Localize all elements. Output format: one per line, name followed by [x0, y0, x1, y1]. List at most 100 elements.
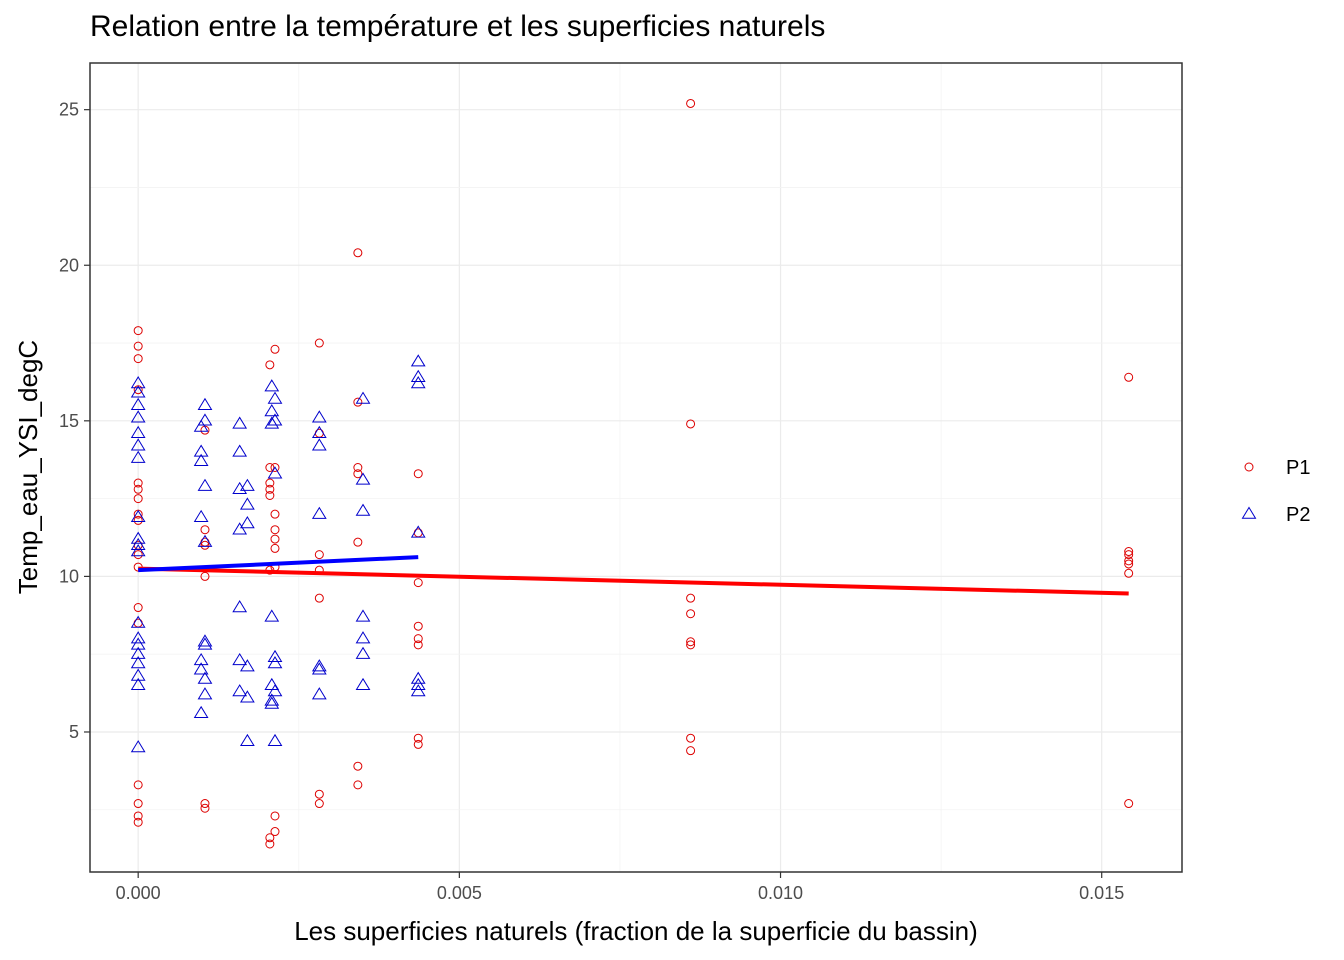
p2-point [410, 369, 426, 382]
legend-label-p2: P2 [1286, 504, 1310, 526]
p2-point [267, 413, 283, 426]
p2-point [355, 391, 371, 404]
p1-point [1124, 568, 1134, 578]
p2-point [232, 416, 248, 429]
p2-point [193, 509, 209, 523]
y-tick-label: 15 [59, 411, 79, 431]
p2-point [193, 419, 209, 432]
p1-point [265, 463, 275, 472]
p2-point [311, 659, 327, 672]
p1-point [270, 525, 280, 535]
p2-point [239, 733, 255, 747]
panel-background [90, 63, 1182, 872]
p1-point [1124, 556, 1134, 566]
p1-point [133, 354, 143, 364]
p1-point [133, 811, 143, 821]
p2-point [130, 615, 146, 628]
p1-point [133, 494, 143, 504]
y-axis-title: Temp_eau_YSI_degC [13, 340, 43, 594]
legend-label-p1: P1 [1286, 457, 1310, 479]
p1-point [353, 469, 363, 479]
p2-point [355, 677, 371, 691]
p2-point [239, 690, 255, 703]
p1-point [133, 515, 143, 525]
p2-point [193, 652, 209, 666]
p2-point [232, 652, 248, 666]
p1-point [265, 478, 275, 488]
p2-point [311, 662, 327, 675]
p1-point [353, 780, 363, 790]
x-tick-label: 0.015 [1079, 883, 1124, 903]
y-tick-label: 25 [59, 100, 79, 120]
p1-point [1124, 550, 1134, 560]
p2-point [267, 656, 283, 669]
p2-point [197, 637, 213, 650]
p2-point [311, 410, 327, 423]
p2-point [130, 677, 146, 691]
p2-point [130, 438, 146, 451]
axis-ticks: 0.000 0.005 0.010 0.015 5 10 15 20 25 [59, 100, 1124, 903]
p1-point [314, 338, 324, 348]
p1-point [686, 637, 696, 647]
p2-point [197, 397, 213, 410]
p1-point [686, 593, 696, 603]
p1-point [413, 621, 423, 631]
legend: P1 P2 [1241, 457, 1310, 526]
p2-point [264, 379, 280, 392]
y-tick-label: 10 [59, 566, 79, 586]
p2-point [197, 478, 213, 491]
p1-point [686, 640, 696, 650]
p2-point [410, 684, 426, 697]
p2-point [267, 649, 283, 663]
chart-title: Relation entre la température et les sup… [90, 10, 826, 43]
p2-point [232, 600, 248, 613]
p1-point [133, 550, 143, 560]
p2-point [239, 659, 255, 672]
p1-point [413, 640, 423, 650]
p2-legend-key [1241, 506, 1257, 519]
p2-point [264, 693, 280, 706]
panel-border [89, 62, 1183, 873]
p1-point [133, 341, 143, 351]
p2-point [267, 733, 283, 747]
p2-point [130, 450, 146, 463]
p1-point [133, 780, 143, 790]
p1-point [686, 746, 696, 756]
p1-point [270, 811, 280, 821]
p2-point [130, 646, 146, 659]
p2-point [193, 444, 209, 457]
p2-point [311, 425, 327, 438]
p2-point [355, 631, 371, 644]
p2-point [197, 687, 213, 700]
y-tick-label: 20 [59, 255, 79, 275]
p1-point [314, 593, 324, 603]
p2-point [267, 391, 283, 404]
p1-point [265, 360, 275, 370]
p1-point [270, 543, 280, 553]
p1-point [353, 761, 363, 771]
p1-point [353, 397, 363, 407]
p2-point [197, 534, 213, 547]
grid [90, 63, 1182, 872]
p1-point [270, 534, 280, 544]
p1-point [133, 799, 143, 809]
p2-point [267, 466, 283, 479]
p2-point [264, 609, 280, 622]
x-tick-label: 0.010 [758, 883, 803, 903]
p2-point [311, 506, 327, 519]
p1-point [1124, 559, 1134, 569]
p2-point [130, 544, 146, 557]
p1-point [413, 733, 423, 743]
p1-point [270, 463, 280, 472]
p1-point [353, 537, 363, 547]
p1-point [270, 509, 280, 519]
p1-point [265, 833, 275, 843]
p1-point [314, 789, 324, 799]
p2-point [410, 354, 426, 367]
p2-point [267, 684, 283, 697]
p2-point [239, 497, 255, 510]
p2-point [130, 425, 146, 438]
p1-point [413, 578, 423, 588]
p2-point [355, 646, 371, 659]
